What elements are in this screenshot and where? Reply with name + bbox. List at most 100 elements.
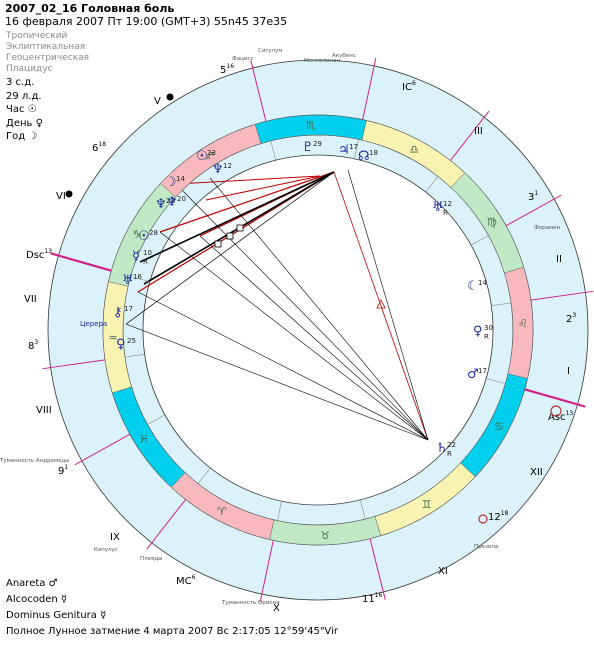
planet-degree: 28 [149,229,158,237]
year-ruler: Год ☽ [6,131,38,142]
planet-degree: 16 [133,273,142,281]
house-cusp-line [369,538,386,600]
planet-item: ♅ 12R [432,200,452,217]
house-label: 83 [28,339,38,352]
fixed-star-label: Акубенс [332,53,356,59]
house-label: VIII [36,405,52,416]
zodiac-setting: Тропический [6,31,68,41]
planet-item: ♅ 16 [122,273,142,288]
house-vi-dot [65,190,73,198]
house-label-degree: 3 [34,339,38,346]
house-cusp-line [530,290,594,301]
planet-glyph: ☿ [132,249,140,264]
sign-glyph-capricorn: ♑ [132,228,142,241]
aspect-marker [236,224,244,232]
eclipse-line: Полное Лунное затмение 4 марта 2007 Вс 2… [6,626,338,637]
planet-item: ☽ 14 [165,175,185,190]
house-cusp-line [50,252,112,272]
fixed-star-label: Менкалинан [304,58,340,64]
aspect-line [209,177,429,441]
house-label-degree: 13 [44,248,52,255]
house-label: II [556,254,562,265]
sign-glyph-taurus: ♉ [320,529,330,542]
fixed-star-label: Плеяды [140,556,163,562]
house-label: X [273,603,280,614]
aspect-line [125,323,429,441]
sign-glyph-virgo: ♍ [487,215,497,228]
planet-item: ♆ 22 [155,197,175,212]
house-cusp-inner [277,501,282,521]
house-cusp-inner [486,377,506,385]
planet-glyph: ☉ [138,229,150,244]
house-label: VII [24,294,37,305]
fixed-star-label: Туманность Ориона [221,600,280,606]
hour-ruler: Час ☉ [6,104,37,115]
retrograde-flag: R [443,209,448,217]
sign-glyph-scorpio: ♏ [306,119,316,132]
coordinate-setting: Эклиптикальная [6,42,86,52]
sign-glyph-leo: ♌ [518,317,528,330]
aspect-marker [226,232,234,240]
planet-item: ♄ 22R [436,441,456,458]
planet-item: ♀ 25 [116,337,136,352]
house-cusp-line [259,540,274,603]
house-cusp-inner [354,139,359,159]
planet-glyph: ☾ [467,279,479,294]
retrograde-flag: R [484,333,489,341]
solar-day: 3 с.д. [6,77,35,88]
aspect-line [199,235,429,441]
planet-degree: 12 [223,162,232,170]
house-label-degree: 3 [572,312,576,319]
planet-glyph: ♇ [302,140,314,155]
center-setting: Геоцентрическая [6,53,90,63]
aspect-line [333,171,429,441]
house-label: 31 [528,190,538,203]
house-cusp-line [449,110,490,161]
planet-glyph: Церера [80,320,107,328]
planet-item: ☊ 18 [358,149,378,164]
sign-glyph-sagittarius: ♐ [204,150,214,163]
house-cusp-inner [470,235,489,246]
sign-glyph-gemini: ♊ [422,498,432,511]
house-label-degree: 1 [64,464,68,471]
planet-glyph: ♆ [155,197,167,212]
aspect-line [137,291,429,441]
planet-item: ♂ 17 [467,367,487,382]
house-cusp-inner [197,467,211,484]
info-list: 3 с.д. 29 л.д. Час ☉ День ♀ Год ☽ [6,76,43,144]
house-label: III [474,126,483,137]
sign-glyph-libra: ♎ [409,143,419,156]
house-cusp-line [362,57,377,120]
settings-list: Тропический Эклиптикальная Геоцентрическ… [6,31,89,75]
fixed-stars: Сигулум Фацисс Акубенс Капулус Плеяды Туманно… [0,48,560,606]
house-cusp-inner [147,414,166,425]
planet-item: ♆ 12 [212,162,232,177]
planet-glyph: ♃ [338,143,350,158]
house-label: IX [110,532,120,543]
house-cusp-inner [130,275,150,283]
house-cusp-line [42,359,106,370]
anareta-line: Anareta ♂ [6,578,58,589]
planet-item: ♇ 29 [302,140,322,155]
fixed-star-label: Капулус [94,547,118,553]
house-label: XII [530,467,543,478]
fixed-star-label: Туманность Андромеды [0,458,70,464]
house-label-degree: 6 [192,574,196,581]
planet-degree: 14 [478,279,487,287]
house-label-degree: 13 [566,410,574,417]
planet-degree: 17 [124,305,133,313]
house-cusp-inner [491,302,512,306]
chart-footer: Anareta ♂ Alcocoden ☿ Dominus Genitura ☿… [6,576,338,640]
house-cusp-inner [124,354,145,358]
planet-glyph: ♅ [432,200,444,215]
planet-degree: 12 [443,200,452,208]
house-v-dot [166,93,174,101]
sign-sector-capricorn [108,183,176,287]
house-label: 1116 [362,592,383,605]
planet-item: ☿ 10R [132,249,152,266]
planet-degree: 25 [127,337,136,345]
sign-glyph-aquarius: ≈ [109,331,118,344]
aspect-line [125,171,335,325]
house-label-degree: 16 [226,63,234,70]
house-label: 91 [58,464,68,477]
